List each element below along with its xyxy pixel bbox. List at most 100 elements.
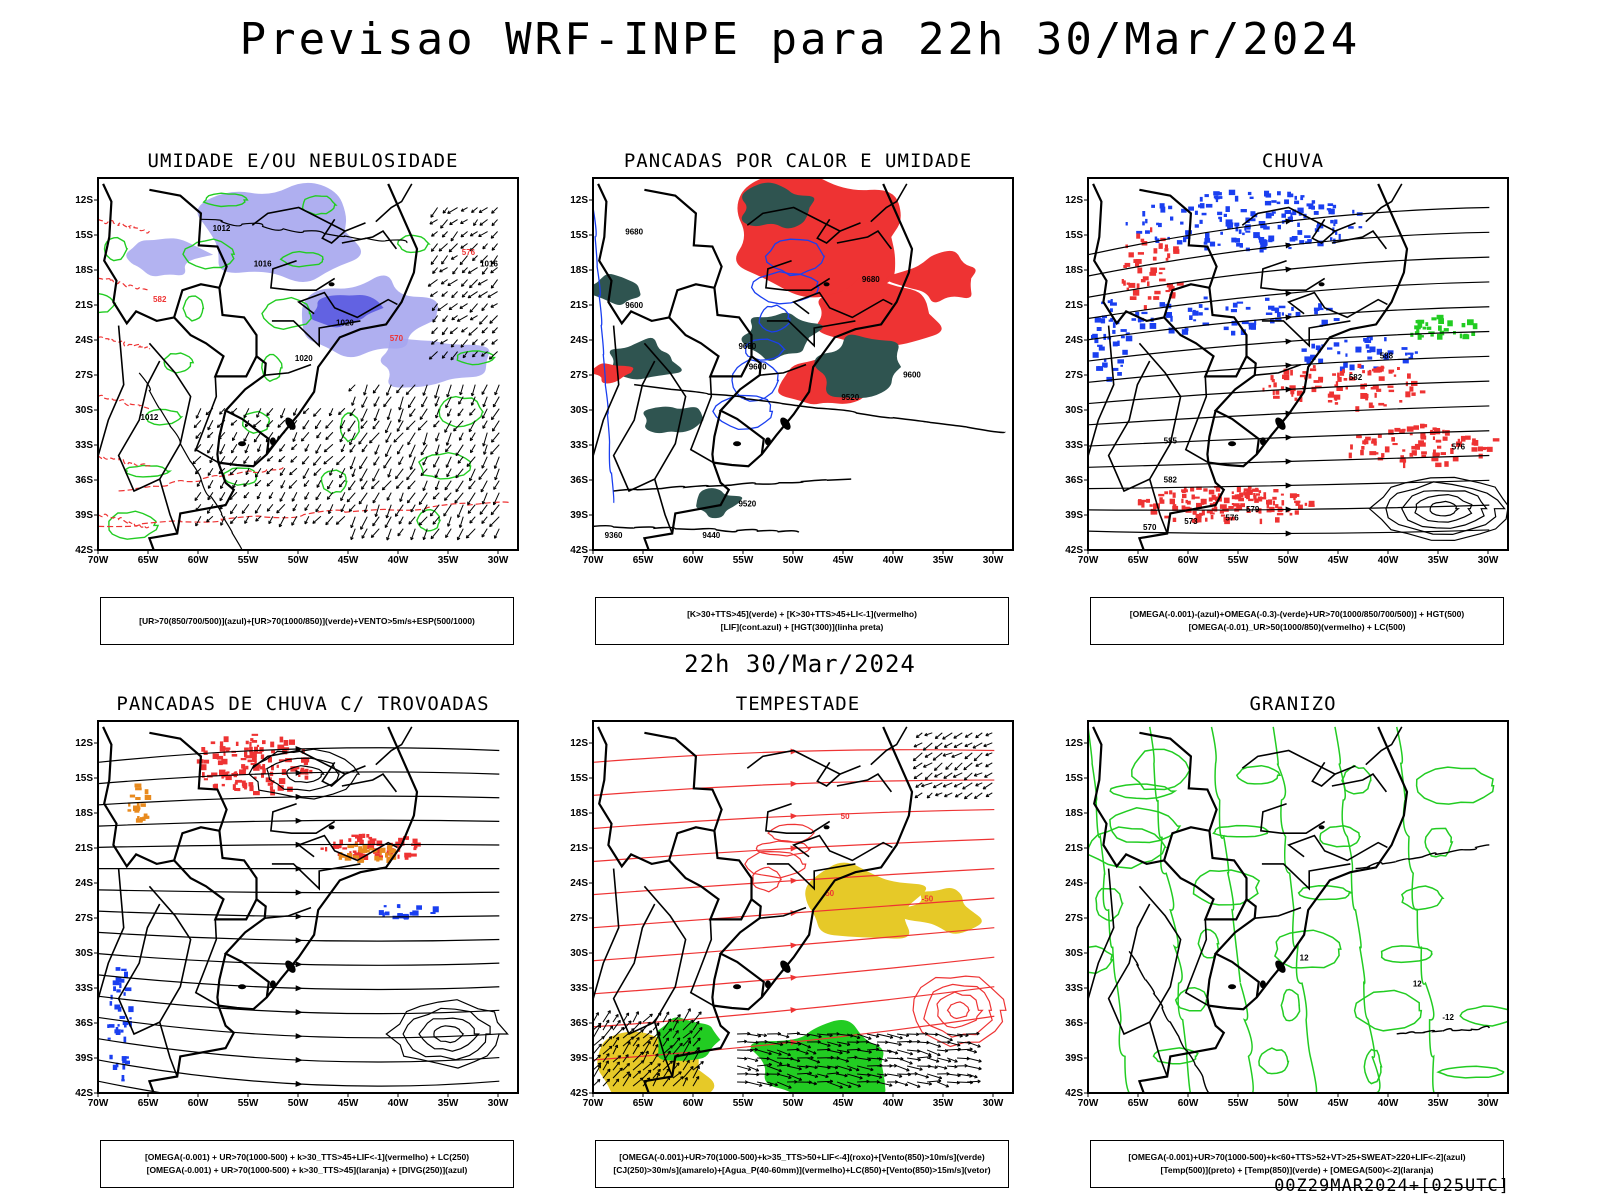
rain-area-red	[1388, 429, 1394, 435]
wind-vector	[431, 303, 438, 311]
wind-vector	[916, 1049, 932, 1056]
wind-vector	[652, 1063, 661, 1071]
wind-vector-head	[387, 474, 391, 478]
wind-vector	[493, 492, 500, 506]
thunderstorm-area-red	[262, 740, 266, 745]
wind-vector	[927, 1033, 939, 1036]
circulation-contour	[402, 1007, 491, 1061]
rain-area-red	[1399, 459, 1407, 463]
wind-vector-head	[609, 1025, 614, 1030]
rain-area-green	[1415, 320, 1421, 324]
wind-vector	[957, 1057, 970, 1060]
wind-vector-head	[657, 1068, 661, 1073]
wind-vector-head	[358, 441, 362, 445]
divergence-area-blue	[117, 1024, 120, 1027]
rain-area-red	[1388, 370, 1393, 374]
rain-area-blue	[1097, 366, 1100, 369]
wind-vector	[806, 1033, 822, 1038]
wind-vector-head	[973, 1049, 978, 1054]
rain-area-blue	[1260, 240, 1266, 244]
streamline-red-arrow	[790, 845, 798, 852]
thunderstorm-area-red	[271, 765, 274, 771]
lon-tick-label: 70W	[1078, 555, 1099, 566]
wind-vector	[947, 1065, 958, 1068]
rain-area-red	[1456, 441, 1463, 447]
wind-vector	[984, 772, 993, 778]
wind-vector	[632, 1021, 642, 1031]
rain-area-blue	[1335, 231, 1338, 235]
showers-area-orange	[386, 857, 391, 863]
wind-vector-head	[608, 1036, 613, 1040]
thickness-contour-red	[98, 336, 151, 350]
streamline-arrow	[1285, 314, 1293, 321]
forecast-panel: UMIDADE E/OU NEBULOSIDADE 1012 1016 1020 101…	[75, 150, 519, 645]
wind-vector	[383, 396, 392, 408]
wind-vector-head	[442, 318, 446, 323]
rain-area-red	[1376, 367, 1380, 372]
wind-vector-head	[945, 766, 949, 770]
wind-vector-head	[383, 403, 387, 408]
humidity-contour-green	[456, 350, 496, 366]
geopotential-label: 9600	[903, 371, 921, 380]
wind-vector	[339, 420, 346, 429]
wind-vector-head	[954, 1064, 958, 1069]
wind-vector	[816, 1073, 829, 1078]
wind-vector-head	[655, 1053, 659, 1057]
wind-vector	[243, 408, 250, 419]
wind-vector-head	[676, 1062, 680, 1066]
wind-vector	[444, 492, 452, 501]
rain-area-red	[1124, 262, 1131, 267]
wind-vector-head	[617, 1019, 621, 1024]
wind-vector-head	[385, 514, 390, 519]
rain-area-blue	[1271, 211, 1276, 214]
wind-vector-head	[625, 1012, 630, 1016]
political-border	[216, 953, 227, 1006]
wind-vector-head	[243, 460, 247, 464]
wind-vector	[921, 782, 933, 787]
rain-area-blue	[1232, 302, 1238, 308]
wind-vector-head	[438, 248, 443, 252]
wind-vector	[766, 1057, 783, 1065]
rain-area-blue	[1204, 246, 1209, 251]
rain-area-blue	[1289, 237, 1296, 242]
thunderstorm-area-red	[367, 840, 372, 845]
rain-area-green	[1467, 319, 1474, 326]
political-border	[251, 749, 366, 775]
wind-vector-head	[394, 513, 399, 517]
wind-vector-head	[607, 1010, 611, 1014]
rain-area-blue	[1238, 229, 1242, 234]
wind-vector	[372, 492, 380, 504]
wind-vector-head	[350, 536, 354, 541]
wind-vector-head	[813, 1081, 818, 1086]
rain-area-red	[1243, 488, 1250, 492]
wind-vector	[467, 291, 478, 299]
wind-vector	[442, 207, 448, 214]
wind-vector	[602, 1045, 613, 1055]
wind-vector-head	[469, 233, 474, 237]
rain-area-blue	[1225, 206, 1230, 212]
rain-area-red	[1413, 425, 1419, 430]
wind-vector-head	[917, 1084, 921, 1088]
rain-area-blue	[1217, 243, 1221, 246]
showers-area-orange	[135, 787, 142, 791]
wind-vector	[243, 479, 250, 487]
divergence-area-blue	[398, 913, 402, 918]
rain-area-blue	[1283, 219, 1286, 222]
wind-vector	[906, 1057, 921, 1061]
wind-vector	[913, 742, 923, 748]
circulation-contour-red	[923, 983, 993, 1038]
wind-vector-head	[814, 1074, 819, 1078]
lake	[238, 441, 247, 447]
wind-vector	[806, 1057, 820, 1063]
wind-vector	[836, 1057, 849, 1062]
rain-area-green	[1431, 317, 1437, 321]
rain-area-blue	[1231, 237, 1237, 243]
wind-vector-head	[859, 1075, 863, 1080]
wind-vector	[350, 516, 356, 528]
divergence-area-blue	[430, 912, 436, 914]
wind-vector	[490, 279, 498, 289]
rain-area-red	[1431, 458, 1439, 462]
wind-vector	[491, 207, 498, 214]
rain-area-green	[1414, 325, 1421, 330]
rain-area-blue	[1213, 191, 1220, 196]
